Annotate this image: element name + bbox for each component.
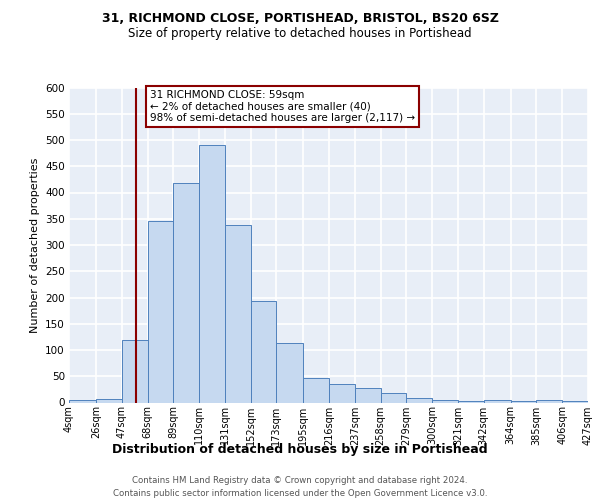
Text: Distribution of detached houses by size in Portishead: Distribution of detached houses by size …	[112, 442, 488, 456]
Bar	[69, 400, 96, 402]
Bar	[355, 388, 380, 402]
Bar	[173, 183, 199, 402]
Bar	[96, 399, 122, 402]
Y-axis label: Number of detached properties: Number of detached properties	[29, 158, 40, 332]
Text: Contains HM Land Registry data © Crown copyright and database right 2024.: Contains HM Land Registry data © Crown c…	[132, 476, 468, 485]
Text: 31, RICHMOND CLOSE, PORTISHEAD, BRISTOL, BS20 6SZ: 31, RICHMOND CLOSE, PORTISHEAD, BRISTOL,…	[101, 12, 499, 26]
Bar	[304, 378, 329, 402]
Bar	[251, 301, 277, 402]
Bar	[484, 400, 511, 402]
Text: 31 RICHMOND CLOSE: 59sqm
← 2% of detached houses are smaller (40)
98% of semi-de: 31 RICHMOND CLOSE: 59sqm ← 2% of detache…	[150, 90, 415, 124]
Bar	[406, 398, 432, 402]
Text: Contains public sector information licensed under the Open Government Licence v3: Contains public sector information licen…	[113, 489, 487, 498]
Bar	[329, 384, 355, 402]
Bar	[225, 225, 251, 402]
Bar	[432, 400, 458, 402]
Bar	[562, 401, 588, 402]
Bar	[277, 343, 304, 402]
Bar	[199, 145, 225, 403]
Bar	[536, 400, 562, 402]
Bar	[122, 340, 148, 402]
Text: Size of property relative to detached houses in Portishead: Size of property relative to detached ho…	[128, 28, 472, 40]
Bar	[148, 222, 173, 402]
Bar	[380, 393, 406, 402]
